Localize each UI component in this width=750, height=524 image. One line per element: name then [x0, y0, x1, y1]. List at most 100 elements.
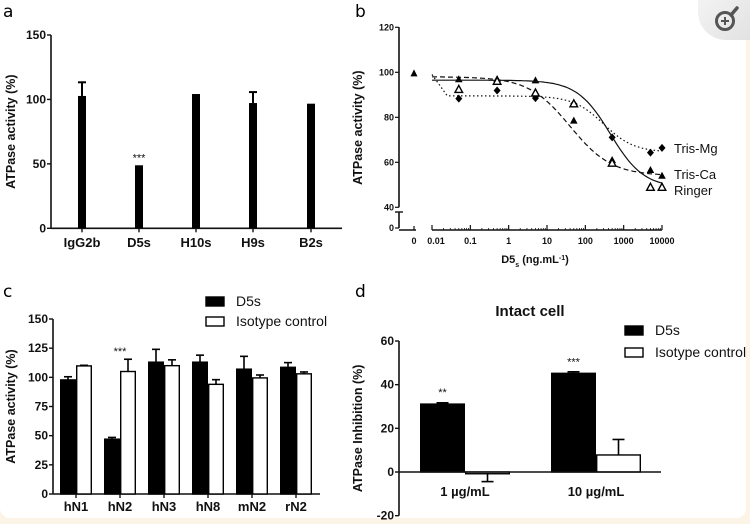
magnify-plus-icon [715, 6, 739, 31]
bar-isotype-control [163, 364, 180, 495]
y-tick-label: 20 [381, 421, 395, 435]
x-tick-label: 0.1 [464, 236, 477, 246]
bar [78, 95, 86, 229]
bar-isotype-control [207, 383, 224, 495]
x-axis-label: D5s (ng.mL-1) [501, 254, 569, 269]
x-tick-label: hN3 [152, 499, 177, 514]
y-tick-label: 60 [381, 334, 395, 348]
x-tick-label: rN2 [285, 499, 307, 514]
x-tick-label: 1 µg/mL [440, 484, 489, 499]
x-tick-label: IgG2b [64, 235, 101, 250]
series-label: Ringer [674, 183, 713, 198]
legend-swatch [624, 347, 644, 358]
y-tick-label: -20 [377, 509, 395, 523]
y-tick-label: 80 [384, 112, 394, 122]
data-point-diamond [455, 94, 463, 103]
significance-marker: *** [133, 152, 147, 164]
significance-marker: *** [114, 346, 128, 358]
legend-label: D5s [236, 293, 261, 309]
data-point-open-triangle [645, 181, 656, 191]
legend-swatch [624, 325, 644, 336]
y-tick-label: 120 [379, 22, 394, 32]
bar-d5s [235, 368, 252, 495]
chart-title: Intact cell [495, 303, 564, 320]
legend-swatch [205, 316, 225, 327]
y-tick-label: 25 [35, 458, 49, 472]
fit-curve-tris-ca [432, 76, 663, 176]
fit-curve-ringer [432, 79, 663, 184]
x-tick-label: 10 [542, 236, 552, 246]
x-tick-label: H10s [180, 235, 211, 250]
x-tick-label: 100 [578, 236, 593, 246]
bar-isotype-control [75, 365, 92, 495]
y-tick-label: 50 [33, 157, 47, 171]
bar [249, 103, 257, 229]
panel-letter-d: d [355, 282, 366, 302]
bar-isotype-control [596, 454, 642, 473]
bar [135, 165, 143, 229]
panel-a-chart: 0 50 100 150 ATPase activity (%) IgG2b D5s H10s… [4, 28, 342, 250]
y-tick-label: 75 [35, 400, 49, 414]
series-label: Tris-Ca [674, 167, 717, 182]
data-point-diamond [658, 143, 666, 152]
data-point-open-triangle [607, 157, 618, 167]
x-tick-label: B2s [299, 235, 323, 250]
bar [192, 94, 200, 229]
y-tick-label: 100 [26, 92, 46, 106]
panel-letter-a: a [3, 2, 13, 22]
x-tick-label: 10000 [649, 236, 674, 246]
data-point-filled-triangle [646, 165, 655, 173]
y-tick-label: 150 [26, 28, 46, 42]
y-tick-label: 0 [41, 487, 48, 501]
significance-marker: ** [438, 387, 447, 399]
bar-d5s [420, 403, 466, 473]
y-tick-label: 60 [384, 157, 394, 167]
y-tick-label: 40 [384, 202, 394, 212]
x-tick-label: 0 [411, 236, 416, 246]
x-axis-label-part: (ng.mL [519, 254, 559, 266]
y-tick-label: 0 [387, 465, 394, 479]
panel-d-chart: -20 0 20 40 60 ATPase Inhibition (%) Intact ce… [351, 303, 746, 523]
legend-swatch [205, 296, 225, 307]
y-tick-label: 100 [28, 370, 48, 384]
x-tick-label: 1 [506, 236, 511, 246]
y-tick-label: 50 [35, 429, 49, 443]
legend-label: Isotype control [236, 313, 327, 329]
data-point-open-triangle [453, 83, 464, 94]
x-tick-label: 1000 [614, 236, 634, 246]
y-tick-label: 125 [28, 341, 48, 355]
data-point-open-triangle [530, 87, 541, 97]
legend-label: Isotype control [655, 344, 746, 360]
data-point-filled-triangle [531, 76, 540, 84]
y-axis-label: ATPase activity (%) [4, 74, 18, 188]
y-axis-label: ATPase Inhibition (%) [351, 365, 365, 493]
data-point-diamond [493, 86, 501, 95]
bar-d5s [280, 366, 297, 495]
control-point-marker [410, 69, 418, 77]
bar-d5s [103, 438, 120, 495]
bar-isotype-control [296, 373, 313, 495]
data-point-open-triangle [657, 181, 667, 191]
x-tick-label: mN2 [238, 499, 266, 514]
fit-curve-tris-mg [431, 74, 663, 152]
y-axis-label: ATPase activity (%) [351, 70, 365, 184]
x-tick-label: hN2 [108, 499, 133, 514]
series-label: Tris-Mg [674, 141, 718, 156]
x-tick-label: 0.01 [427, 236, 445, 246]
bar-d5s [191, 361, 208, 495]
y-tick-label: 150 [28, 312, 48, 326]
y-tick-label: 100 [379, 67, 394, 77]
data-point-filled-triangle [658, 171, 666, 179]
y-axis-label: ATPase activity (%) [4, 349, 18, 463]
legend-label: D5s [655, 322, 680, 338]
data-point-open-triangle [492, 75, 503, 85]
panel-b-chart: 0 40 60 80 100 120 ATPase activity (%) 0 0.01 0.1… [351, 22, 718, 268]
y-tick-label: 0 [389, 223, 394, 233]
bar [307, 103, 315, 229]
x-tick-label: H9s [241, 235, 265, 250]
data-point-filled-triangle [569, 116, 578, 124]
x-tick-label: hN8 [196, 499, 221, 514]
x-axis-label-part: ) [565, 254, 569, 266]
data-point-filled-triangle [454, 75, 463, 83]
x-axis-label-part: D5 [501, 254, 515, 266]
